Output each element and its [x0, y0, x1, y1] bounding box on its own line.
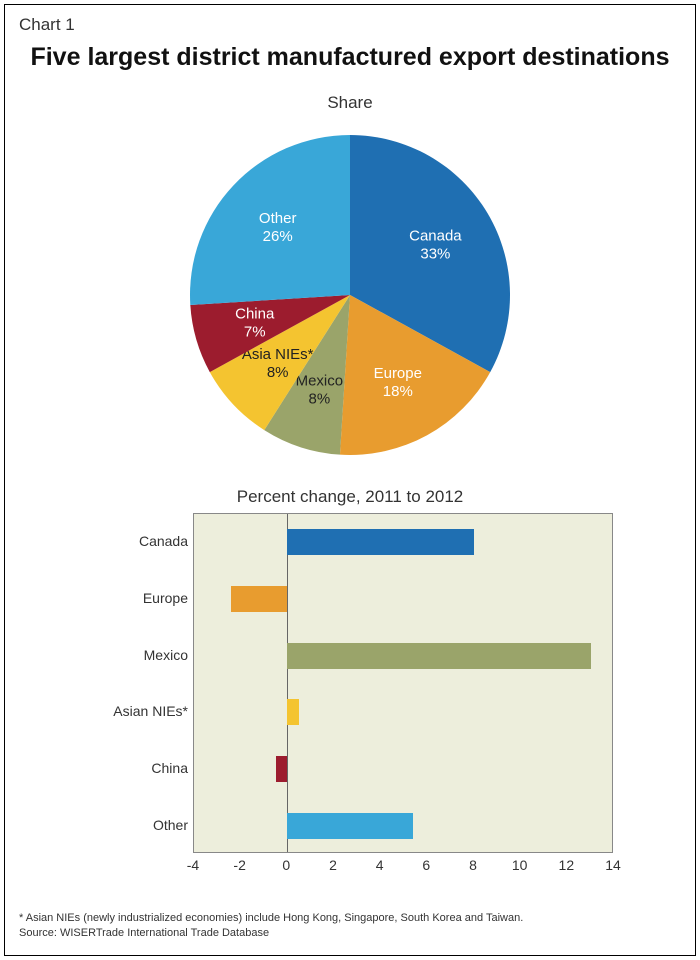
- bar-xtick: -2: [225, 857, 255, 873]
- footnote-text: * Asian NIEs (newly industrialized econo…: [19, 911, 681, 926]
- bar-xtick: 14: [598, 857, 628, 873]
- bar-category-label: China: [96, 760, 188, 776]
- bar-rect: [231, 586, 287, 612]
- bar-xtick: 2: [318, 857, 348, 873]
- bar-xtick: 6: [411, 857, 441, 873]
- chart-number-label: Chart 1: [19, 15, 75, 35]
- source-text: Source: WISERTrade International Trade D…: [19, 926, 681, 941]
- bar-rect: [276, 756, 288, 782]
- bar-category-label: Canada: [96, 533, 188, 549]
- pie-svg: Canada33%Europe18%Mexico8%Asia NIEs*8%Ch…: [140, 115, 560, 475]
- bar-plot-area: CanadaEuropeMexicoAsian NIEs*ChinaOther: [193, 513, 613, 853]
- bar-zero-line: [287, 514, 288, 852]
- bar-subtitle: Percent change, 2011 to 2012: [5, 487, 695, 507]
- pie-slice-label: Canada: [409, 228, 462, 245]
- chart-frame: Chart 1 Five largest district manufactur…: [4, 4, 696, 956]
- bar-category-label: Asian NIEs*: [96, 703, 188, 719]
- bar-category-label: Other: [96, 817, 188, 833]
- pie-slice-pct: 33%: [420, 246, 450, 263]
- pie-chart: Canada33%Europe18%Mexico8%Asia NIEs*8%Ch…: [5, 115, 695, 475]
- bar-xtick: 4: [365, 857, 395, 873]
- bar-chart: CanadaEuropeMexicoAsian NIEs*ChinaOther …: [103, 513, 623, 885]
- pie-slice-pct: 7%: [244, 324, 266, 341]
- pie-slice-label: Europe: [374, 365, 422, 382]
- pie-slice-pct: 8%: [309, 390, 331, 407]
- bar-rect: [287, 813, 413, 839]
- pie-slice-pct: 8%: [267, 364, 289, 381]
- bar-xtick: -4: [178, 857, 208, 873]
- bar-category-label: Europe: [96, 590, 188, 606]
- bar-xtick: 10: [505, 857, 535, 873]
- bar-rect: [287, 643, 590, 669]
- bar-xtick: 12: [551, 857, 581, 873]
- bar-xtick: 8: [458, 857, 488, 873]
- bar-category-label: Mexico: [96, 647, 188, 663]
- pie-slice-pct: 18%: [383, 383, 413, 400]
- bar-xtick: 0: [271, 857, 301, 873]
- chart-footer: * Asian NIEs (newly industrialized econo…: [19, 911, 681, 941]
- bar-rect: [287, 699, 299, 725]
- pie-slice-label: China: [235, 306, 275, 323]
- pie-slice-label: Other: [259, 210, 297, 227]
- pie-subtitle: Share: [5, 93, 695, 113]
- chart-title: Five largest district manufactured expor…: [5, 43, 695, 72]
- pie-slice-label: Mexico: [296, 372, 344, 389]
- bar-rect: [287, 529, 474, 555]
- pie-slice-pct: 26%: [263, 228, 293, 245]
